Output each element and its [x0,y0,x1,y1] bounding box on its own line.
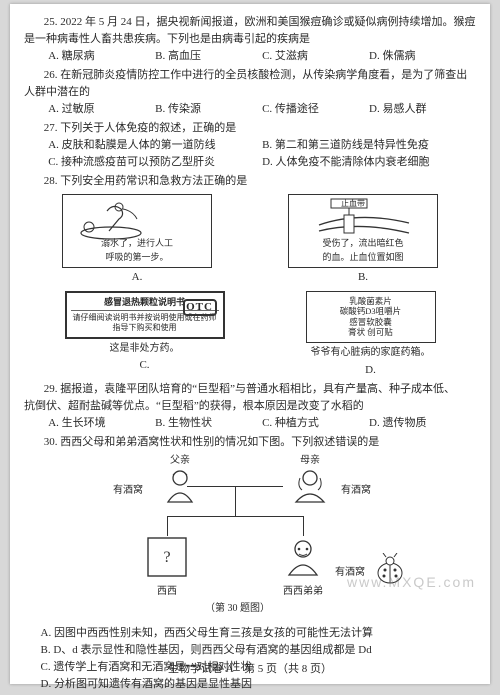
q28d-l4: 膏状 创可贴 [311,327,431,338]
q25-opt-b: B. 高血压 [155,48,262,65]
q26-stem-2: 人群中潜在的 [24,84,476,101]
q25-stem-1: 25. 2022 年 5 月 24 日，据央视新闻报道，欧洲和美国猴痘确诊或疑似… [24,14,476,31]
q28b-tag: 止血带 [341,198,365,210]
q28d-caption: D. [306,362,436,379]
exam-page: 25. 2022 年 5 月 24 日，据央视新闻报道，欧洲和美国猴痘确诊或疑似… [10,4,490,684]
otc-badge: OTC [183,299,217,316]
child1-label: 西西 [137,584,197,600]
q28b-text2: 的血。止血位置如图 [322,251,403,265]
question-30: 30. 西西父母和弟弟酒窝性状和性别的情况如下图。下列叙述错误的是 父亲 有酒窝… [24,434,476,693]
watermark: www.MXQE.com [347,572,476,594]
father-label: 父亲 [150,453,210,469]
q25-opt-a: A. 糖尿病 [48,48,155,65]
mother-icon [292,468,328,504]
q26-stem-1: 26. 在新冠肺炎疫情防控工作中进行的全员核酸检测，从传染病学角度看，是为了筛查… [24,67,476,84]
q25-opt-d: D. 侏儒病 [369,48,476,65]
mother-label: 母亲 [280,453,340,469]
q28-panel-a: 溺水了，进行人工 呼吸的第一步。 A. [62,194,212,286]
q28-panel-d: 乳酸菌素片 碳酸钙D3咀嚼片 感冒软胶囊 膏状 创可贴 爷爷有心脏病的家庭药箱。… [306,291,436,379]
child2-label: 西西弟弟 [273,584,333,600]
q30-fig-caption: （第 30 题图） [205,601,270,617]
q27-opt-a: A. 皮肤和黏膜是人体的第一道防线 [48,137,262,154]
q30-opt-b: B. D、d 表示显性和隐性基因，则西西父母有酒窝的基因组成都是 Dd [41,642,477,659]
question-28: 28. 下列安全用药常识和急救方法正确的是 溺水了，进行人工 呼吸的第一步。 A… [24,173,476,378]
q28d-l3: 感冒软胶囊 [311,317,431,328]
q28c-foot: 这是非处方药。 [65,341,225,357]
q26-opt-b: B. 传染源 [155,101,262,118]
q27-opt-b: B. 第二和第三道防线是特异性免疫 [262,137,476,154]
q26-opt-d: D. 易感人群 [369,101,476,118]
q28a-caption: A. [62,269,212,286]
q30-opt-d: D. 分析图可知遗传有酒窝的基因是显性基因 [41,676,477,693]
father-note: 有酒窝 [113,483,143,499]
q28-stem: 28. 下列安全用药常识和急救方法正确的是 [24,173,476,190]
q27-opt-c: C. 接种流感疫苗可以预防乙型肝炎 [48,154,262,171]
q29-stem-1: 29. 据报道，袁隆平团队培育的“巨型稻”与普通水稻相比，具有产量高、种子成本低… [24,381,476,398]
question-26: 26. 在新冠肺炎疫情防控工作中进行的全员核酸检测，从传染病学角度看，是为了筛查… [24,67,476,118]
q26-opt-a: A. 过敏原 [48,101,155,118]
child1-icon: ? [145,535,189,579]
q27-opt-d: D. 人体免疫不能清除体内衰老细胞 [262,154,476,171]
q25-stem-2: 是一种病毒性人畜共患疾病。下列也是由病毒引起的疾病是 [24,31,476,48]
q28b-caption: B. [288,269,438,286]
q29-opt-a: A. 生长环境 [48,415,155,432]
q30-opt-a: A. 因图中西西性别未知，西西父母生育三孩是女孩的可能性无法计算 [41,625,477,642]
q25-opt-c: C. 艾滋病 [262,48,369,65]
q28c-caption: C. [65,357,225,374]
question-27: 27. 下列关于人体免疫的叙述，正确的是 A. 皮肤和黏膜是人体的第一道防线 B… [24,120,476,171]
q27-stem: 27. 下列关于人体免疫的叙述，正确的是 [24,120,476,137]
q29-stem-2: 抗倒伏、超耐盐碱等优点。“巨型稻”的获得，根本原因是改变了水稻的 [24,398,476,415]
page-footer: 生物学试卷 A 第 5 页（共 8 页） [10,661,490,678]
q30-stem: 30. 西西父母和弟弟酒窝性状和性别的情况如下图。下列叙述错误的是 [24,434,476,451]
child2-icon [281,535,325,579]
mother-note: 有酒窝 [341,483,371,499]
q26-opt-c: C. 传播途径 [262,101,369,118]
q29-opt-d: D. 遗传物质 [369,415,476,432]
q29-opt-b: B. 生物性状 [155,415,262,432]
cpr-icon [63,197,213,243]
question-29: 29. 据报道，袁隆平团队培育的“巨型稻”与普通水稻相比，具有产量高、种子成本低… [24,381,476,432]
question-25: 25. 2022 年 5 月 24 日，据央视新闻报道，欧洲和美国猴痘确诊或疑似… [24,14,476,65]
pedigree-diagram: 父亲 有酒窝 母亲 有酒窝 [95,453,405,623]
q28d-l1: 乳酸菌素片 [311,296,431,307]
q28-panel-b: 止血带 受伤了，流出暗红色 的血。止血位置如图 B. [288,194,438,286]
q28d-l2: 碳酸钙D3咀嚼片 [311,306,431,317]
q28-panel-c: OTC 感冒退热颗粒说明书 请仔细阅读说明书并按说明使用或在药师指导下购买和使用… [65,291,225,379]
q28a-text2: 呼吸的第一步。 [105,251,168,265]
svg-text:?: ? [163,549,170,566]
q28d-foot: 爷爷有心脏病的家庭药箱。 [306,345,436,361]
q29-opt-c: C. 种植方式 [262,415,369,432]
